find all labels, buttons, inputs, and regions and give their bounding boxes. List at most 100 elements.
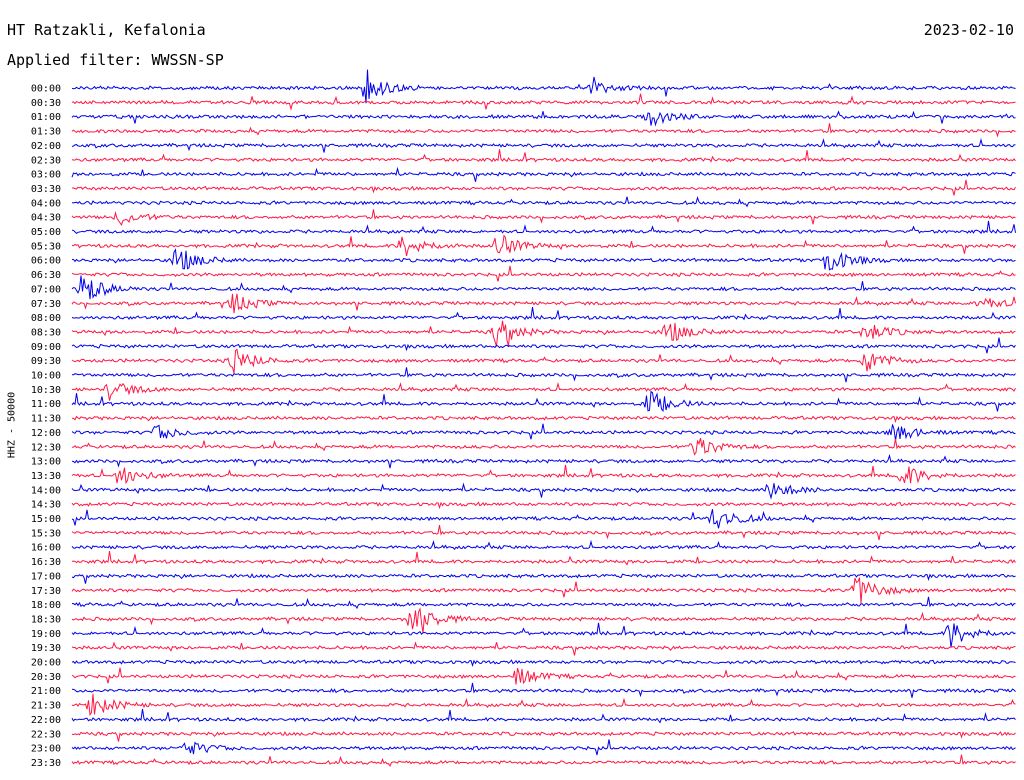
- tick-label-1630: 16:30: [31, 557, 61, 568]
- trace-0530: [71, 234, 1016, 257]
- trace-0730: [71, 293, 1016, 314]
- tick-label-0330: 03:30: [31, 184, 61, 195]
- trace-1100: [71, 390, 1016, 413]
- tick-label-0530: 05:30: [31, 241, 61, 252]
- trace-1500: [71, 509, 1016, 529]
- tick-label-2330: 23:30: [31, 758, 61, 769]
- tick-label-1830: 18:30: [31, 614, 61, 625]
- trace-1900: [71, 622, 1016, 648]
- trace-0430: [71, 209, 1016, 226]
- trace-2300: [71, 739, 1016, 756]
- trace-1430: [71, 501, 1016, 510]
- tick-label-0730: 07:30: [31, 299, 61, 310]
- trace-0900: [71, 337, 1016, 354]
- tick-label-0700: 07:00: [31, 284, 61, 295]
- tick-label-0930: 09:30: [31, 356, 61, 367]
- trace-1630: [71, 551, 1016, 566]
- trace-0030: [71, 93, 1016, 111]
- trace-0000: [71, 69, 1016, 104]
- tick-label-2000: 20:00: [31, 658, 61, 669]
- tick-label-0430: 04:30: [31, 213, 61, 224]
- tick-label-1430: 14:30: [31, 500, 61, 511]
- traces-group: [71, 69, 1016, 767]
- tick-label-1230: 12:30: [31, 442, 61, 453]
- trace-1530: [71, 525, 1016, 541]
- trace-2230: [71, 730, 1016, 742]
- tick-label-1730: 17:30: [31, 586, 61, 597]
- trace-2000: [71, 659, 1016, 668]
- trace-1030: [71, 381, 1016, 401]
- trace-0130: [71, 123, 1016, 138]
- trace-0630: [71, 265, 1016, 282]
- tick-label-0400: 04:00: [31, 198, 61, 209]
- trace-1000: [71, 367, 1016, 383]
- trace-1200: [71, 423, 1016, 441]
- tick-label-1530: 15:30: [31, 528, 61, 539]
- station-title: HT Ratzakli, Kefalonia: [7, 21, 206, 39]
- tick-label-0600: 06:00: [31, 256, 61, 267]
- tick-label-0630: 06:30: [31, 270, 61, 281]
- trace-0230: [71, 149, 1016, 163]
- tick-label-0900: 09:00: [31, 342, 61, 353]
- tick-label-2030: 20:30: [31, 672, 61, 683]
- trace-2330: [71, 754, 1016, 767]
- tick-label-1330: 13:30: [31, 471, 61, 482]
- tick-label-0200: 02:00: [31, 141, 61, 152]
- tick-label-2100: 21:00: [31, 686, 61, 697]
- trace-2130: [71, 693, 1016, 717]
- trace-0930: [71, 348, 1016, 374]
- trace-1600: [71, 539, 1016, 551]
- tick-label-0130: 01:30: [31, 127, 61, 138]
- tick-label-1130: 11:30: [31, 414, 61, 425]
- tick-label-1600: 16:00: [31, 543, 61, 554]
- trace-1930: [71, 641, 1016, 656]
- tick-label-1000: 10:00: [31, 371, 61, 382]
- trace-2030: [71, 667, 1016, 685]
- trace-0600: [71, 248, 1016, 271]
- tick-label-0830: 08:30: [31, 327, 61, 338]
- trace-1330: [71, 464, 1016, 485]
- tick-label-1030: 10:30: [31, 385, 61, 396]
- trace-0330: [71, 179, 1016, 196]
- date-label: 2023-02-10: [923, 21, 1014, 39]
- trace-0800: [71, 307, 1016, 321]
- tick-label-0800: 08:00: [31, 313, 61, 324]
- tick-label-0300: 03:00: [31, 170, 61, 181]
- tick-label-0500: 05:00: [31, 227, 61, 238]
- tick-label-1800: 18:00: [31, 600, 61, 611]
- tick-label-1300: 13:00: [31, 457, 61, 468]
- filter-label: Applied filter: WWSSN-SP: [7, 51, 224, 69]
- trace-1230: [71, 437, 1016, 456]
- trace-0500: [71, 220, 1016, 235]
- tick-label-1700: 17:00: [31, 571, 61, 582]
- trace-1300: [71, 453, 1016, 469]
- tick-label-2300: 23:00: [31, 744, 61, 755]
- trace-1700: [71, 573, 1016, 584]
- trace-1130: [71, 415, 1016, 424]
- tick-label-1100: 11:00: [31, 399, 61, 410]
- tick-label-1930: 19:30: [31, 643, 61, 654]
- trace-0400: [71, 196, 1016, 208]
- trace-2100: [71, 682, 1016, 698]
- tick-label-0230: 02:30: [31, 155, 61, 166]
- trace-0100: [71, 110, 1016, 127]
- trace-0700: [71, 275, 1016, 300]
- tick-label-2230: 22:30: [31, 729, 61, 740]
- tick-label-2200: 22:00: [31, 715, 61, 726]
- tick-label-1200: 12:00: [31, 428, 61, 439]
- trace-0300: [71, 166, 1016, 182]
- tick-label-0030: 00:30: [31, 98, 61, 109]
- tick-label-2130: 21:30: [31, 701, 61, 712]
- trace-0830: [71, 320, 1016, 347]
- tick-label-1500: 15:00: [31, 514, 61, 525]
- trace-1800: [71, 596, 1016, 610]
- tick-label-0000: 00:00: [31, 84, 61, 95]
- trace-1830: [71, 607, 1016, 634]
- trace-0200: [71, 137, 1016, 153]
- trace-1400: [71, 482, 1016, 500]
- tick-label-1400: 14:00: [31, 485, 61, 496]
- tick-label-1900: 19:00: [31, 629, 61, 640]
- tick-labels-group: 00:00 00:30 01:00 01:30 02:00 02:30 03:00 03:30…: [31, 84, 61, 769]
- tick-label-0100: 01:00: [31, 112, 61, 123]
- trace-1730: [71, 577, 1016, 604]
